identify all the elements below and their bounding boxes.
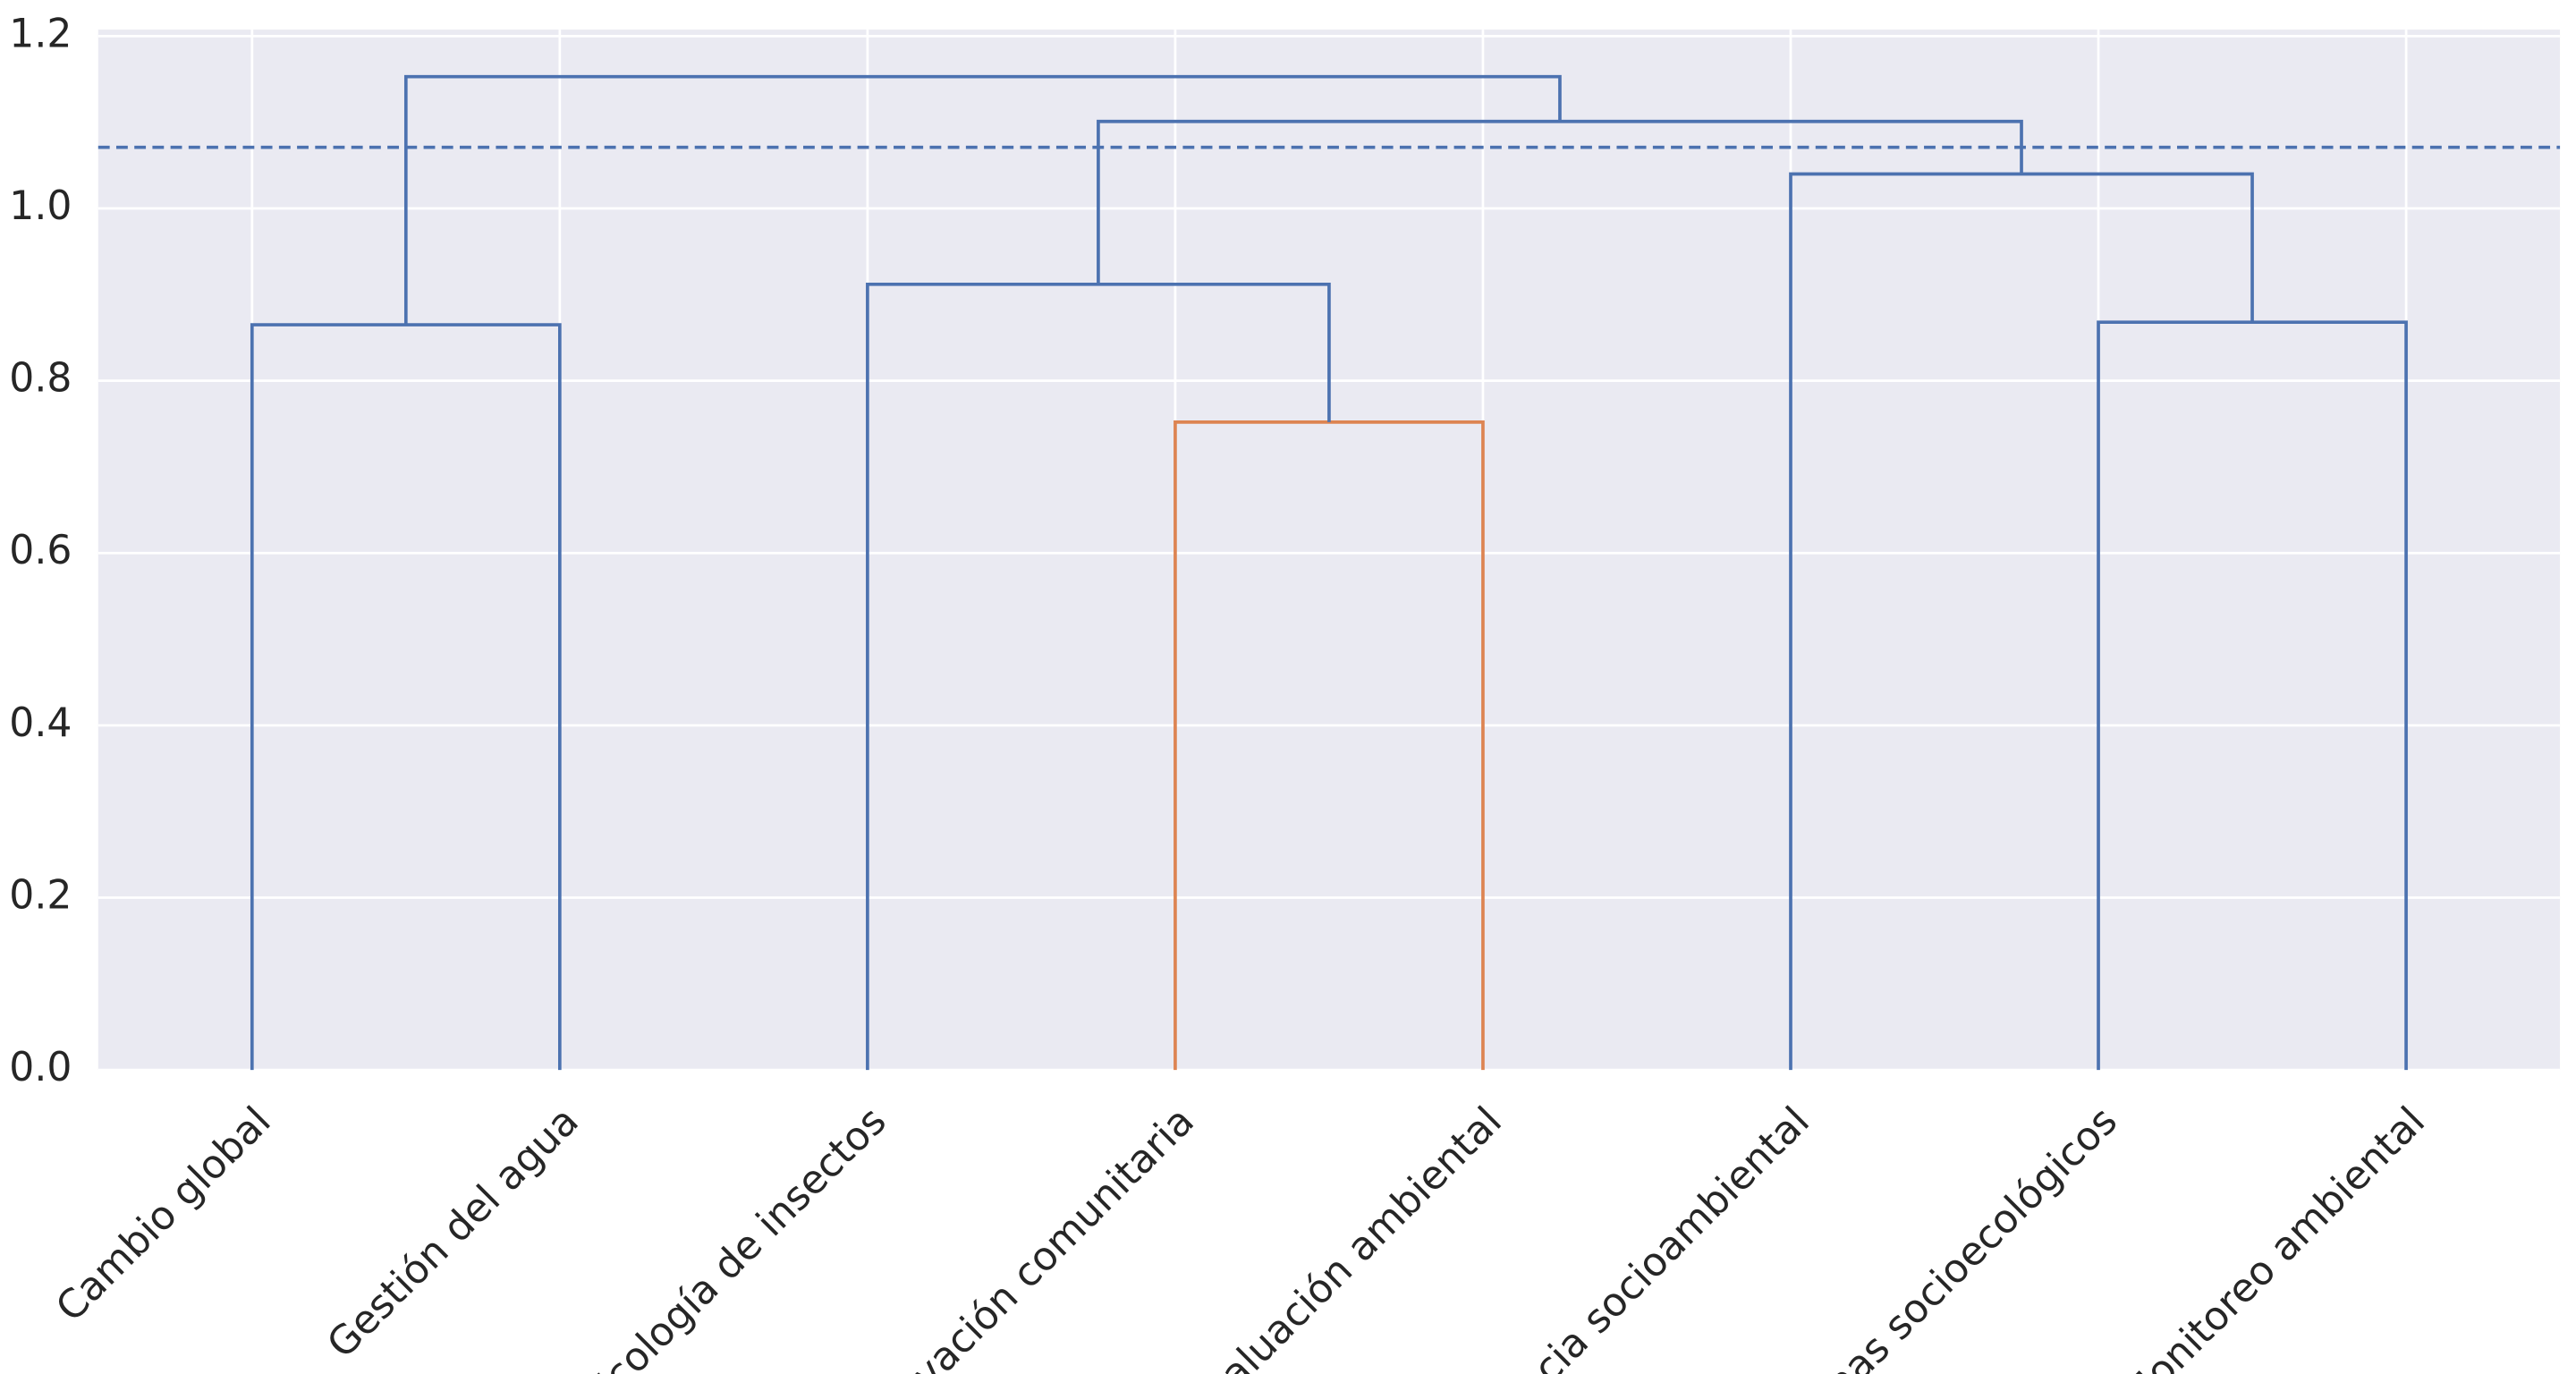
y-tick-label: 0.0 (9, 1045, 72, 1090)
plot-background (97, 30, 2561, 1071)
y-tick-label: 1.2 (9, 11, 72, 56)
x-tick-label: Cambio global (47, 1098, 280, 1331)
x-tick-label: Ecología de insectos (578, 1098, 895, 1374)
y-tick-label: 0.2 (9, 872, 72, 918)
link (403, 74, 1562, 326)
y-tick-label: 0.8 (9, 356, 72, 402)
y-tick-label: 1.0 (9, 183, 72, 229)
x-tick-label: Gestión del agua (318, 1098, 588, 1368)
link (1174, 420, 1485, 1071)
x-tick-label: Monitoreo ambiental (2113, 1098, 2434, 1374)
y-tick-label: 0.6 (9, 528, 72, 573)
link (250, 323, 562, 1071)
link (1789, 172, 2254, 1071)
y-tick-label: 0.4 (9, 700, 72, 746)
x-tick-label: Evaluación ambiental (1178, 1098, 1511, 1374)
